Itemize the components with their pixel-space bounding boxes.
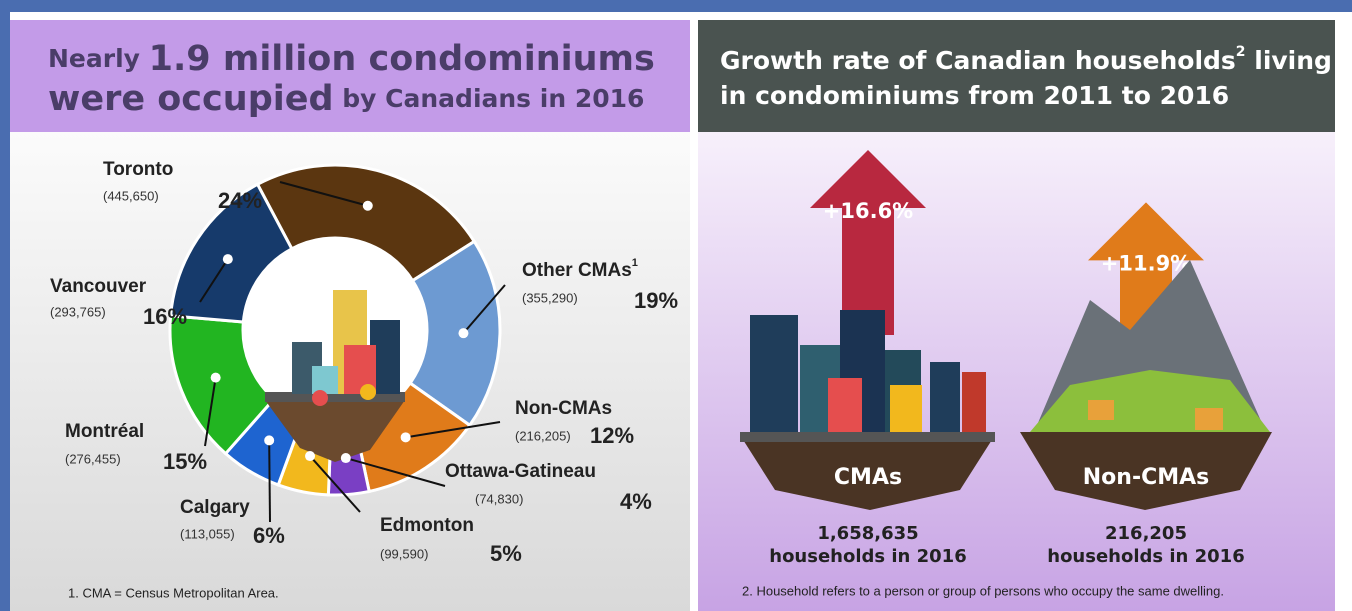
leader-line [204,377,217,447]
category-label: CMAs [834,465,902,490]
count-label: (276,455) [65,451,121,466]
title-run: Growth rate of Canadian households [720,46,1236,75]
right-header [698,20,1335,132]
leader-line [345,457,446,487]
category-name: Ottawa-Gatineau [445,461,596,482]
footnote: 2. Household refers to a person or group… [742,583,1224,598]
count-label: (216,205) [515,428,571,443]
title-run: living [1246,46,1332,75]
title-run: by Canadians in 2016 [334,84,645,113]
left-title: were occupied by Canadians in 2016 [48,79,644,119]
category-name: Non-CMAs [515,398,612,419]
leader-dot [362,200,373,211]
value-label: 15% [163,449,207,474]
household-count: 1,658,635 [817,523,918,544]
household-caption: households in 2016 [769,546,966,567]
count-label: (355,290) [522,290,578,305]
leader-dot [340,453,351,464]
category-label: Other CMAs1 [522,257,638,281]
value-label: 5% [490,541,522,566]
title-run: Nearly [48,44,149,73]
title-run: were occupied [48,79,334,119]
category-name: Montréal [65,421,144,442]
value-label: 12% [590,423,634,448]
title-run: 1.9 million condominiums [149,39,655,79]
left-bar [0,0,10,611]
value-label: 4% [620,489,652,514]
value-label: 19% [634,288,678,313]
top-bar [0,0,1352,12]
value-label: 24% [218,188,262,213]
leader-dot [210,372,221,383]
category-label: Non-CMAs [1083,465,1209,490]
category-name: Vancouver [50,276,147,297]
count-label: (99,590) [380,546,428,561]
footnote: 1. CMA = Census Metropolitan Area. [68,585,279,600]
leader-line [405,421,501,439]
category-label: Non-CMAs [515,398,612,419]
leader-line [309,455,361,513]
left-header [10,20,690,132]
left-title: Nearly 1.9 million condominiums [48,39,655,79]
category-name: Other CMAs [522,260,632,281]
category-name: Calgary [180,497,250,518]
right-title: in condominiums from 2011 to 2016 [720,81,1229,110]
value-label: +16.6% [823,199,913,223]
leader-dot [400,432,411,443]
city-illustration [243,238,427,462]
leader-line [199,258,229,303]
category-label: Montréal [65,421,144,442]
leader-dot [222,254,233,265]
growth-arrow [810,150,926,335]
count-label: (113,055) [180,526,235,541]
count-label: (74,830) [475,491,523,506]
category-label: Toronto [103,159,173,180]
non-cma-island [1020,260,1272,510]
leader-line [462,284,506,334]
category-label: Edmonton [380,515,474,536]
value-label: +11.9% [1101,251,1191,275]
value-label: 16% [143,304,187,329]
count-label: (445,650) [103,188,159,203]
household-caption: households in 2016 [1047,546,1244,567]
value-label: 6% [253,523,285,548]
leader-dot [264,435,275,446]
category-label: Calgary [180,497,250,518]
title-superscript: 2 [1236,44,1246,60]
category-name: Edmonton [380,515,474,536]
category-label: Ottawa-Gatineau [445,461,596,482]
leader-line [279,181,369,207]
leader-dot [458,328,469,339]
category-name: Toronto [103,159,173,180]
count-label: (293,765) [50,304,106,319]
category-label: Vancouver [50,276,147,297]
household-count: 216,205 [1105,523,1187,544]
growth-arrow [1088,202,1204,335]
cma-island [740,310,995,510]
right-title: Growth rate of Canadian households2 livi… [720,44,1332,75]
leader-line [268,440,271,523]
category-note: 1 [632,257,638,269]
leader-dot [305,451,316,462]
